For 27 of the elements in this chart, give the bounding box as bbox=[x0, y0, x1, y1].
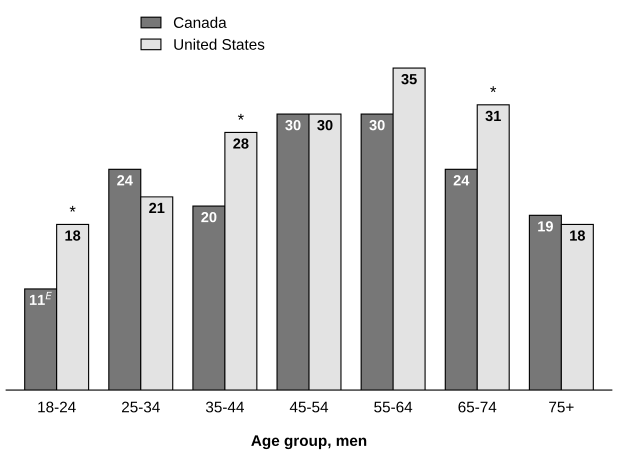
data-label: 30 bbox=[369, 120, 385, 130]
annotation: * bbox=[70, 206, 76, 212]
data-label: 21 bbox=[149, 202, 164, 213]
data-label: 18 bbox=[570, 230, 585, 241]
data-label: 24 bbox=[454, 175, 470, 186]
x-axis-title: Age group, men bbox=[251, 435, 366, 450]
x-tick-label: 55-64 bbox=[374, 402, 412, 412]
data-label: 11$^{E}$ bbox=[30, 292, 52, 305]
x-tick-label: 65-74 bbox=[458, 402, 496, 412]
x-tick-label: 35-44 bbox=[206, 402, 244, 412]
data-label: 30 bbox=[285, 120, 301, 130]
data-label: 30 bbox=[317, 120, 332, 130]
data-label: 28 bbox=[233, 138, 249, 149]
data-label: 18 bbox=[65, 230, 80, 241]
x-tick-label: 45-54 bbox=[290, 402, 328, 412]
data-label: 31 bbox=[485, 110, 501, 122]
legend-label: United States bbox=[174, 38, 264, 50]
x-tick-label: 25-34 bbox=[122, 402, 160, 412]
annotation: * bbox=[490, 86, 496, 92]
data-label: 20 bbox=[201, 212, 216, 222]
data-label: 35 bbox=[401, 74, 417, 84]
data-label: 24 bbox=[117, 175, 133, 186]
x-tick-label: 75+ bbox=[549, 402, 574, 412]
annotation: * bbox=[238, 114, 244, 120]
x-tick-label: 18-24 bbox=[38, 402, 76, 412]
data-label: 19 bbox=[538, 221, 553, 232]
legend-label: Canada bbox=[174, 16, 227, 28]
